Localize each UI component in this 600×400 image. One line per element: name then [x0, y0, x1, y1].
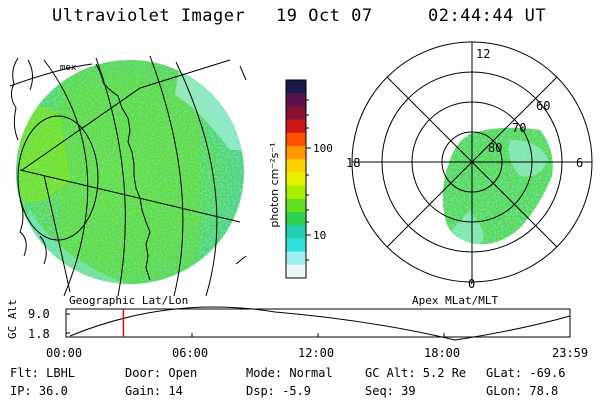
mlat-label-80: 80 [488, 141, 502, 155]
colorbar-segment [286, 238, 306, 253]
colorbar-frame [285, 79, 307, 279]
mlt-label-12: 12 [476, 47, 490, 61]
colorbar-segment [286, 119, 306, 134]
mlt-label-18: 18 [346, 156, 360, 170]
info-dsp: Dsp: -5.9 [246, 384, 312, 398]
altitude-curve [69, 306, 571, 341]
mlt-label-6: 6 [576, 156, 583, 170]
polar-grid [351, 41, 593, 283]
mlat-label-70: 70 [512, 121, 526, 135]
colorbar-segment [286, 225, 306, 239]
info-door: Door: Open [125, 366, 198, 380]
altitude-ytick-1-8: 1.8 [28, 327, 50, 341]
colorbar-unit-label: photon cm⁻²s⁻¹ [268, 142, 281, 227]
altitude-xtick-1200: 12:00 [298, 346, 335, 360]
colorbar-segment [286, 159, 306, 173]
colorbar-segment [286, 172, 306, 187]
colorbar-segment [286, 185, 306, 200]
altitude-xtick-2359: 23:59 [552, 346, 589, 360]
colorbar-segment [286, 264, 306, 279]
info-gc-alt: GC Alt: 5.2 Re [365, 366, 467, 380]
geo-ocean-label: mex [60, 63, 77, 73]
time-label: 02:44:44 UT [428, 6, 547, 26]
colorbar-tick-10: 10 [313, 229, 326, 242]
colorbar-segment [286, 106, 306, 121]
colorbar-segment [286, 80, 306, 94]
colorbar [286, 80, 306, 279]
altitude-xtick-0000: 00:00 [46, 346, 83, 360]
colorbar-segment [286, 93, 306, 107]
altitude-plot-ticks [66, 313, 445, 337]
colorbar-segment [286, 212, 306, 226]
altitude-xtick-1800: 18:00 [424, 346, 461, 360]
info-filter: Flt: LBHL [10, 366, 76, 380]
instrument-title: Ultraviolet Imager [52, 6, 246, 26]
colorbar-segment [286, 132, 306, 147]
altitude-ytick-9: 9.0 [28, 307, 50, 321]
altitude-plot-frame [65, 308, 571, 338]
altitude-xtick-0600: 06:00 [172, 346, 209, 360]
colorbar-segment [286, 251, 306, 266]
colorbar-tick-100: 100 [313, 142, 333, 155]
geo-grid [9, 55, 241, 297]
info-ip: IP: 36.0 [10, 384, 68, 398]
colorbar-segment [286, 198, 306, 213]
mlt-label-0: 0 [468, 277, 475, 291]
mlat-label-60: 60 [536, 99, 550, 113]
info-mode: Mode: Normal [246, 366, 333, 380]
altitude-axis-label: GC Alt [6, 299, 19, 339]
colorbar-ticks [306, 99, 311, 261]
info-glat: GLat: -69.6 [486, 366, 566, 380]
polar-panel-label: Apex MLat/MLT [412, 294, 499, 307]
info-gain: Gain: 14 [125, 384, 183, 398]
geo-panel-label: Geographic Lat/Lon [69, 294, 189, 307]
coastline [10, 57, 247, 281]
info-seq: Seq: 39 [365, 384, 416, 398]
info-glon: GLon: 78.8 [486, 384, 559, 398]
date-label: 19 Oct 07 [276, 6, 373, 26]
polar-labels: 12 18 6 0 60 70 80 [346, 47, 583, 291]
colorbar-segment [286, 146, 306, 160]
